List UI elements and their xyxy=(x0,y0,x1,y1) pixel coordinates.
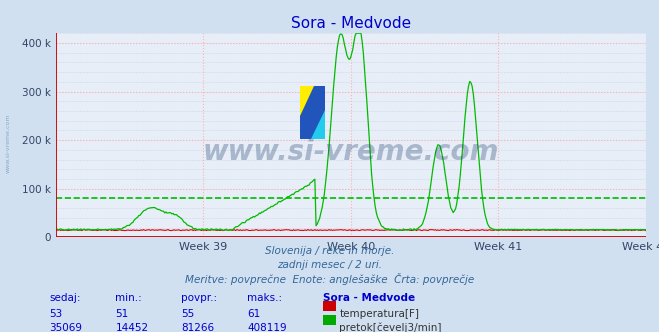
Text: 14452: 14452 xyxy=(115,323,148,332)
Text: 81266: 81266 xyxy=(181,323,214,332)
Text: 53: 53 xyxy=(49,309,63,319)
Text: temperatura[F]: temperatura[F] xyxy=(339,309,419,319)
Text: sedaj:: sedaj: xyxy=(49,293,81,303)
Text: www.si-vreme.com: www.si-vreme.com xyxy=(5,113,11,173)
Title: Sora - Medvode: Sora - Medvode xyxy=(291,16,411,31)
Text: 61: 61 xyxy=(247,309,260,319)
Text: 408119: 408119 xyxy=(247,323,287,332)
Text: Sora - Medvode: Sora - Medvode xyxy=(323,293,415,303)
Polygon shape xyxy=(300,86,314,116)
Text: Meritve: povprečne  Enote: anglešaške  Črta: povprečje: Meritve: povprečne Enote: anglešaške Črt… xyxy=(185,273,474,285)
Text: min.:: min.: xyxy=(115,293,142,303)
Text: 55: 55 xyxy=(181,309,194,319)
Text: 51: 51 xyxy=(115,309,129,319)
Text: Slovenija / reke in morje.: Slovenija / reke in morje. xyxy=(265,246,394,256)
Polygon shape xyxy=(311,110,325,139)
Text: zadnji mesec / 2 uri.: zadnji mesec / 2 uri. xyxy=(277,260,382,270)
Text: www.si-vreme.com: www.si-vreme.com xyxy=(203,138,499,166)
Text: povpr.:: povpr.: xyxy=(181,293,217,303)
Text: pretok[čevelj3/min]: pretok[čevelj3/min] xyxy=(339,323,442,332)
Text: maks.:: maks.: xyxy=(247,293,282,303)
Text: 35069: 35069 xyxy=(49,323,82,332)
